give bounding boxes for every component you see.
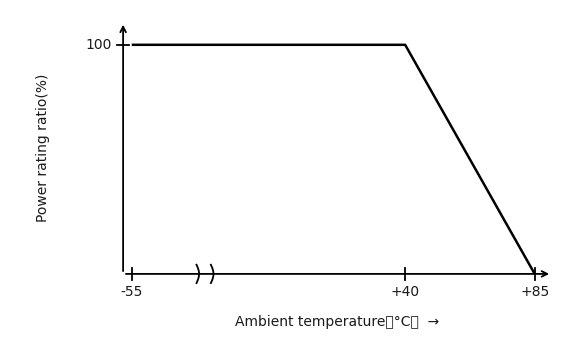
Text: Ambient temperature（°C）  →: Ambient temperature（°C） → — [236, 315, 440, 329]
Text: -55: -55 — [121, 285, 143, 299]
Text: 100: 100 — [85, 38, 112, 52]
Text: Power rating ratio(%): Power rating ratio(%) — [35, 74, 50, 222]
Text: +40: +40 — [391, 285, 420, 299]
Text: +85: +85 — [520, 285, 549, 299]
